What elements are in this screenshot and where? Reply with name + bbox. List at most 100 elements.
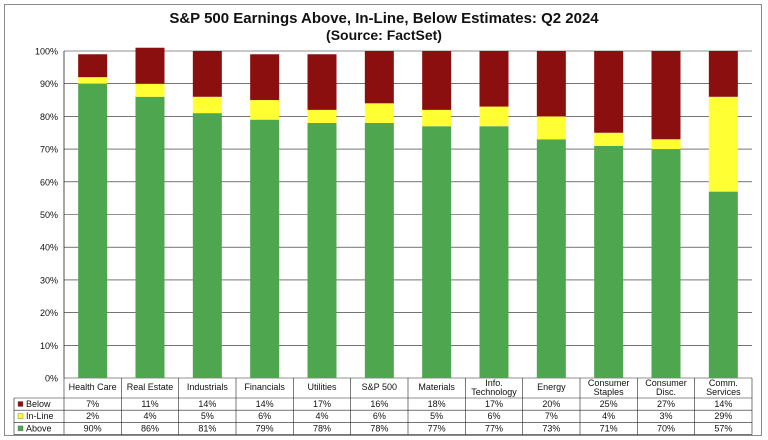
bar-segment-in-line	[708, 96, 738, 192]
bar-segment-below	[192, 51, 222, 97]
data-label: 11%	[141, 399, 158, 409]
data-label: 7%	[545, 411, 558, 421]
data-label: 6%	[373, 411, 386, 421]
data-label: 3%	[659, 411, 672, 421]
data-label: 70%	[657, 423, 675, 433]
bar-segment-above	[594, 145, 624, 378]
data-label: 27%	[657, 399, 675, 409]
legend-swatch-in-line	[17, 413, 24, 419]
data-label: 4%	[143, 411, 156, 421]
y-tick-label: 60%	[40, 177, 58, 187]
data-label: 25%	[600, 399, 618, 409]
bar-segment-below	[708, 51, 738, 97]
bar-segment-in-line	[479, 106, 509, 127]
chart-subtitle: (Source: FactSet)	[326, 27, 442, 43]
y-tick-label: 80%	[40, 112, 58, 122]
bar-segment-below	[135, 47, 165, 84]
bar-segment-above	[364, 122, 394, 378]
data-label: 29%	[714, 411, 732, 421]
category-label: Disc.	[656, 387, 676, 397]
bar-segment-below	[422, 51, 452, 110]
bar-segment-in-line	[250, 100, 280, 120]
category-label: Info.	[485, 378, 503, 388]
data-label: 4%	[602, 411, 615, 421]
bar-segment-below	[594, 51, 624, 133]
y-tick-label: 30%	[40, 275, 58, 285]
data-label: 90%	[84, 423, 102, 433]
bar-segment-below	[479, 51, 509, 107]
bar-segment-above	[479, 126, 509, 379]
category-label: Health Care	[69, 382, 117, 392]
y-tick-label: 0%	[45, 374, 58, 384]
y-tick-label: 90%	[40, 79, 58, 89]
y-tick-label: 50%	[40, 210, 58, 220]
category-label: Consumer	[645, 378, 687, 388]
bar-segment-above	[708, 191, 738, 378]
data-label: 71%	[600, 423, 618, 433]
chart-title: S&P 500 Earnings Above, In-Line, Below E…	[169, 10, 599, 27]
y-tick-label: 40%	[40, 243, 58, 253]
y-tick-label: 10%	[40, 341, 58, 351]
legend-label: Above	[26, 423, 52, 433]
data-label: 18%	[428, 399, 446, 409]
legend-swatch-above	[17, 425, 24, 432]
category-label: Real Estate	[127, 382, 174, 392]
category-label: Services	[706, 387, 741, 397]
data-label: 7%	[86, 399, 99, 409]
bar-segment-below	[250, 54, 280, 101]
bar-segment-above	[536, 139, 566, 378]
bar-segment-below	[536, 51, 566, 117]
data-label: 77%	[428, 423, 446, 433]
category-label: Financials	[244, 382, 285, 392]
data-label: 79%	[256, 423, 274, 433]
bar-segment-in-line	[536, 116, 566, 140]
data-label: 78%	[313, 423, 331, 433]
category-label: Materials	[418, 382, 455, 392]
y-tick-label: 100%	[35, 47, 58, 57]
data-label: 17%	[313, 399, 331, 409]
bar-segment-in-line	[364, 103, 394, 123]
data-label: 16%	[370, 399, 388, 409]
category-label: Technology	[471, 387, 517, 397]
category-label: Utilities	[307, 382, 337, 392]
data-label: 2%	[86, 411, 99, 421]
data-label: 5%	[430, 411, 443, 421]
data-label: 17%	[485, 399, 503, 409]
data-label: 4%	[315, 411, 328, 421]
category-label: Consumer	[588, 378, 630, 388]
data-label: 5%	[201, 411, 214, 421]
data-label: 57%	[714, 423, 732, 433]
category-label: Staples	[594, 387, 625, 397]
legend-swatch-below	[17, 401, 24, 407]
data-label: 73%	[542, 423, 560, 433]
bar-segment-below	[307, 54, 337, 110]
data-label: 81%	[198, 423, 216, 433]
bar-segment-in-line	[307, 109, 337, 123]
bar-segment-in-line	[422, 109, 452, 127]
bar-segment-above	[250, 119, 280, 379]
bar-segment-above	[651, 149, 681, 378]
data-label: 86%	[141, 423, 159, 433]
y-tick-label: 70%	[40, 145, 58, 155]
data-label: 14%	[198, 399, 216, 409]
bar-segment-above	[422, 126, 452, 379]
bar-segment-in-line	[135, 83, 165, 97]
bar-segment-above	[192, 113, 222, 378]
data-label: 6%	[487, 411, 500, 421]
category-label: Industrials	[187, 382, 229, 392]
bar-segment-below	[364, 51, 394, 104]
legend-label: In-Line	[26, 411, 54, 421]
bar-segment-above	[307, 122, 337, 378]
bar-segment-in-line	[192, 96, 222, 114]
bar-segment-above	[78, 83, 108, 378]
legend-label: Below	[26, 399, 51, 409]
category-label: Comm.	[709, 378, 738, 388]
data-label: 77%	[485, 423, 503, 433]
category-label: S&P 500	[362, 382, 397, 392]
bar-segment-below	[651, 51, 681, 140]
bar-segment-in-line	[594, 132, 624, 146]
bar-segment-in-line	[651, 139, 681, 150]
bar-segment-below	[78, 54, 108, 78]
data-label: 14%	[714, 399, 732, 409]
